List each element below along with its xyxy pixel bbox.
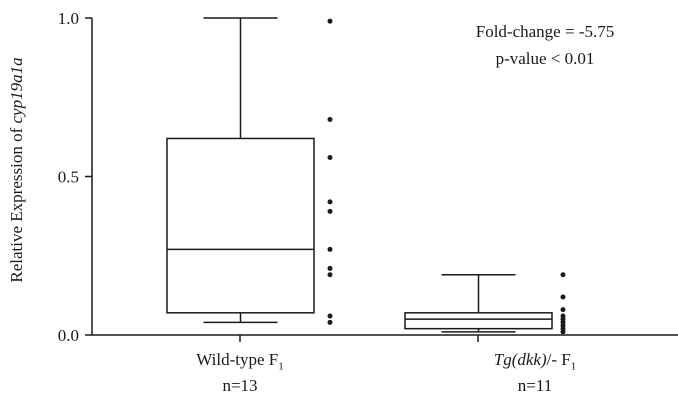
fold-change-text: Fold-change = -5.75 <box>475 22 615 41</box>
data-point <box>327 246 333 252</box>
data-point <box>327 313 333 319</box>
box <box>166 137 315 314</box>
data-point <box>560 294 566 300</box>
y-axis-label: Relative Expression of cyp19a1a <box>2 0 32 340</box>
category-subscript: 1 <box>278 360 284 373</box>
statistics-annotation: Fold-change = -5.75 p-value < 0.01 <box>470 18 620 72</box>
y-tick-label: 1.0 <box>58 9 79 28</box>
data-point <box>327 265 333 271</box>
category-label-italic: Tg(dkk) <box>493 350 547 369</box>
y-tick-label: 0.5 <box>58 168 79 187</box>
data-point <box>327 154 333 160</box>
data-point <box>327 272 333 278</box>
category-sample-size: n=13 <box>222 376 258 396</box>
x-category-tg-dkk: Tg(dkk)/- F1 n=11 <box>435 350 635 396</box>
data-point <box>327 199 333 205</box>
data-point <box>327 319 333 325</box>
category-subscript: 1 <box>570 360 577 373</box>
y-axis-label-gene: cyp19a1a <box>7 57 26 124</box>
data-point <box>560 272 566 278</box>
p-value-text: p-value < 0.01 <box>495 49 595 68</box>
data-point <box>560 329 566 335</box>
category-label: Wild-type F <box>196 350 279 369</box>
data-point <box>560 307 566 313</box>
data-point <box>327 208 333 214</box>
y-axis-label-prefix: Relative Expression of <box>7 123 26 283</box>
data-point <box>327 18 333 24</box>
data-point <box>327 116 333 122</box>
y-tick-label: 0.0 <box>58 326 79 345</box>
x-category-wild-type: Wild-type F1 n=13 <box>140 350 340 396</box>
category-label: /- F <box>546 350 571 369</box>
box <box>404 312 553 330</box>
category-sample-size: n=11 <box>517 376 553 396</box>
